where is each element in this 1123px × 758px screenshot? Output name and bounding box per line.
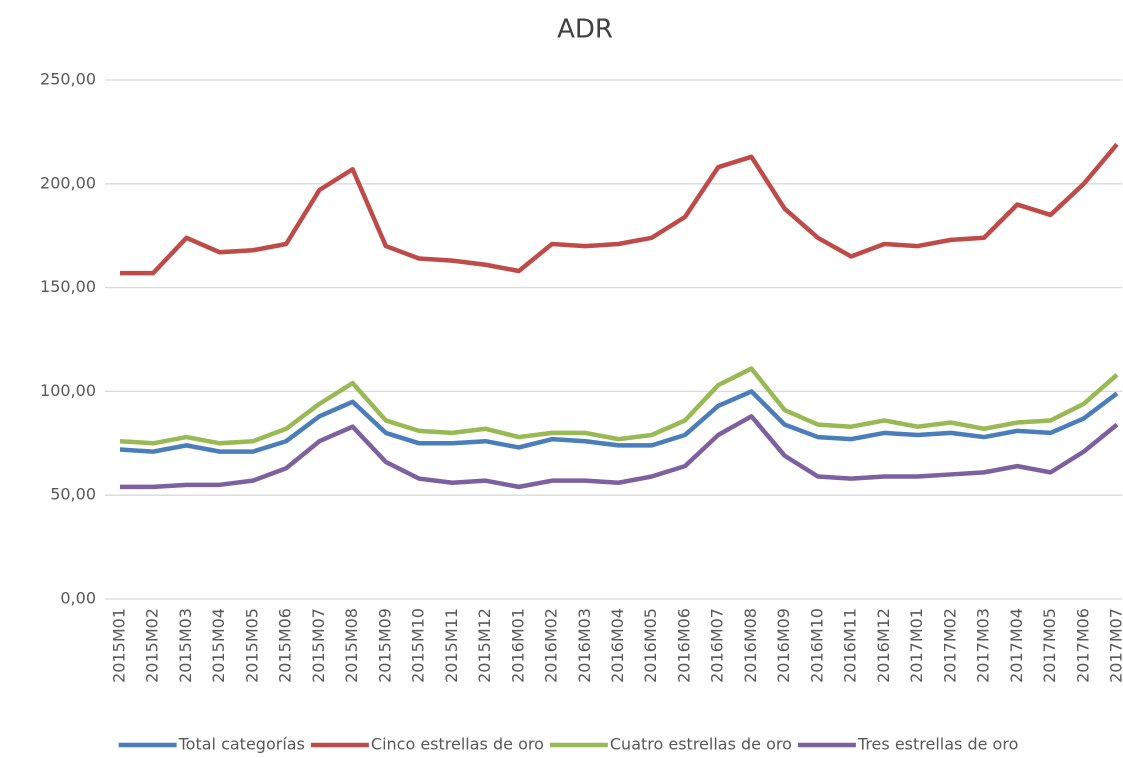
chart-title: ADR (557, 15, 613, 45)
x-tick-label: 2016M01 (508, 608, 527, 683)
legend-label: Tres estrellas de oro (857, 735, 1018, 754)
x-tick-label: 2016M12 (874, 608, 893, 683)
x-tick-label: 2017M03 (974, 608, 993, 683)
x-tick-label: 2015M07 (309, 608, 328, 683)
x-tick-label: 2015M08 (342, 608, 361, 683)
x-tick-label: 2015M05 (242, 608, 261, 683)
y-tick-label: 200,00 (40, 173, 96, 192)
x-tick-label: 2015M01 (110, 608, 129, 683)
x-tick-label: 2016M03 (575, 608, 594, 683)
x-tick-label: 2016M02 (542, 608, 561, 683)
x-tick-label: 2017M01 (907, 608, 926, 683)
x-tick-label: 2016M04 (608, 608, 627, 683)
x-tick-label: 2016M06 (674, 608, 693, 683)
x-tick-label: 2016M09 (774, 608, 793, 683)
x-tick-label: 2015M04 (209, 608, 228, 683)
x-tick-label: 2015M03 (176, 608, 195, 683)
x-tick-label: 2016M08 (741, 608, 760, 683)
y-tick-label: 250,00 (40, 70, 96, 89)
x-tick-label: 2017M06 (1073, 608, 1092, 683)
series-line (119, 366, 1119, 446)
x-tick-label: 2015M11 (442, 608, 461, 683)
y-tick-label: 0,00 (60, 589, 96, 608)
y-tick-label: 50,00 (50, 485, 96, 504)
y-tick-label: 100,00 (40, 381, 96, 400)
x-tick-label: 2017M07 (1107, 608, 1123, 683)
x-tick-label: 2016M11 (841, 608, 860, 683)
legend-label: Cuatro estrellas de oro (610, 735, 792, 754)
y-tick-label: 150,00 (40, 277, 96, 296)
x-tick-label: 2017M04 (1007, 608, 1026, 683)
x-tick-label: 2016M05 (641, 608, 660, 683)
x-tick-label: 2016M10 (807, 608, 826, 683)
legend-label: Cinco estrellas de oro (371, 735, 544, 754)
x-tick-label: 2015M12 (475, 608, 494, 683)
x-tick-label: 2015M10 (409, 608, 428, 683)
x-tick-label: 2015M02 (143, 608, 162, 683)
x-tick-label: 2015M06 (276, 608, 295, 683)
series-line (120, 414, 1119, 490)
x-tick-label: 2017M02 (940, 608, 959, 683)
x-tick-label: 2015M09 (375, 608, 394, 683)
legend-label: Total categorías (178, 735, 305, 754)
series-line (120, 142, 1119, 276)
series-line (119, 389, 1119, 454)
x-tick-label: 2017M05 (1040, 608, 1059, 683)
x-tick-label: 2016M07 (708, 608, 727, 683)
